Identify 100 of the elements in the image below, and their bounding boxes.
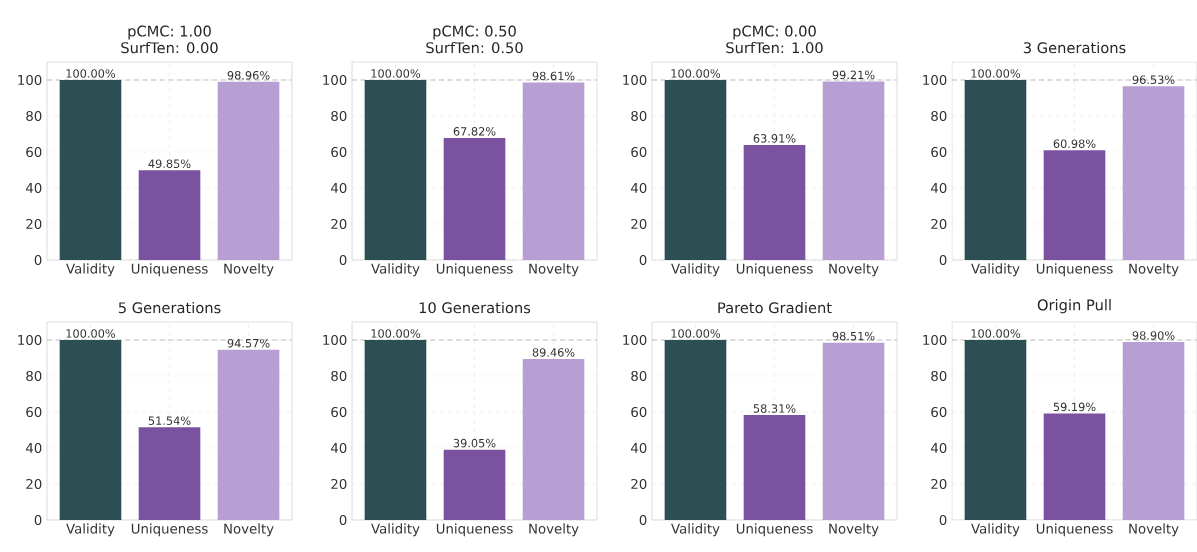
y-tick-label: 60 [331,146,347,158]
data-label: 89.46% [532,348,575,357]
x-tick-label: Novelty [529,523,579,537]
y-tick-label: 20 [631,218,647,230]
x-tick-label: Novelty [1129,263,1179,277]
bar [822,342,885,520]
chart-subtitle: SurfTen: 0.50 [426,41,523,54]
x-tick-label: Validity [971,263,1020,277]
x-tick-label: Uniqueness [736,523,813,537]
x-tick-label: Novelty [829,263,879,277]
y-tick-label: 40 [630,182,647,194]
data-label: 98.51% [832,331,875,341]
data-label: 98.90% [1132,331,1175,340]
y-tick-label: 60 [26,146,42,158]
x-tick-label: Validity [66,523,115,537]
data-label: 96.53% [1132,75,1175,84]
y-tick-label: 80 [631,370,647,382]
y-tick-label: 80 [331,370,347,382]
bar [1043,150,1106,260]
bar [522,358,585,520]
y-tick-label: 80 [631,110,647,122]
y-tick-label: 40 [25,442,42,454]
x-tick-label: Novelty [829,523,879,537]
x-tick-label: Uniqueness [736,263,813,277]
bar [964,339,1027,520]
bar [1122,341,1185,520]
data-label: 100.00% [971,69,1021,78]
data-label: 100.00% [971,329,1021,338]
chart-title: pCMC: 1.00 [128,25,211,40]
data-label: 94.57% [227,338,270,348]
bar [217,349,280,520]
y-tick-label: 60 [931,406,947,418]
y-tick-label: 20 [931,218,947,230]
data-label: 100.00% [371,329,421,338]
y-tick-label: 100 [323,334,347,346]
bar [743,415,806,520]
y-tick-label: 0 [34,514,42,526]
bar [522,82,585,260]
bar [59,339,122,520]
y-tick-label: 60 [631,406,647,418]
x-tick-label: Novelty [1129,523,1179,537]
data-label: 100.00% [66,69,116,78]
y-tick-label: 40 [930,442,947,454]
y-tick-label: 40 [630,442,647,454]
data-label: 100.00% [671,69,721,78]
bar [217,81,280,260]
y-tick-label: 60 [631,146,647,158]
y-tick-label: 60 [931,146,947,158]
x-tick-label: Uniqueness [436,523,513,537]
data-label: 51.54% [148,416,191,425]
bar [822,81,885,260]
y-tick-label: 80 [931,110,947,122]
y-tick-label: 80 [26,370,42,382]
bar [364,339,427,520]
y-tick-label: 20 [26,218,42,230]
data-label: 100.00% [371,69,421,78]
y-tick-label: 0 [639,514,647,526]
x-tick-label: Novelty [224,263,274,277]
data-label: 98.61% [532,71,575,81]
chart-title: 5 Generations [118,301,221,314]
y-tick-label: 100 [923,74,947,86]
bar [59,80,122,260]
data-label: 99.21% [832,70,875,80]
data-label: 49.85% [148,159,191,168]
y-tick-label: 100 [323,74,347,86]
y-tick-label: 40 [25,182,42,194]
x-tick-label: Validity [371,263,420,277]
x-tick-label: Uniqueness [131,523,208,537]
y-tick-label: 20 [26,478,42,490]
x-tick-label: Validity [671,523,720,537]
data-label: 98.96% [227,71,270,80]
x-tick-label: Uniqueness [1036,263,1113,277]
chart-title: Origin Pull [1037,299,1111,314]
chart-title: Pareto Gradient [718,301,832,314]
data-label: 100.00% [66,329,116,338]
y-tick-label: 40 [330,182,347,194]
y-tick-label: 0 [34,254,42,266]
y-tick-label: 20 [631,478,647,490]
y-tick-label: 0 [339,514,347,526]
data-label: 60.98% [1053,139,1096,148]
bar [443,449,506,520]
y-tick-label: 100 [18,74,42,86]
y-tick-label: 60 [331,406,347,418]
bar [743,144,806,260]
data-label: 67.82% [453,127,496,136]
chart-title: 3 Generations [1023,41,1126,54]
x-tick-label: Uniqueness [436,263,513,277]
y-tick-label: 100 [623,74,647,86]
chart-subtitle: SurfTen: 1.00 [726,41,823,54]
y-tick-label: 0 [339,254,347,266]
y-tick-label: 60 [26,406,42,418]
bar [1122,86,1185,260]
x-tick-label: Uniqueness [131,263,208,277]
y-tick-label: 0 [939,514,947,526]
y-tick-label: 100 [923,334,947,346]
x-tick-label: Validity [66,263,115,277]
bar [664,339,727,520]
bar [443,137,506,260]
x-tick-label: Validity [371,523,420,537]
chart-title: 10 Generations [419,301,531,314]
